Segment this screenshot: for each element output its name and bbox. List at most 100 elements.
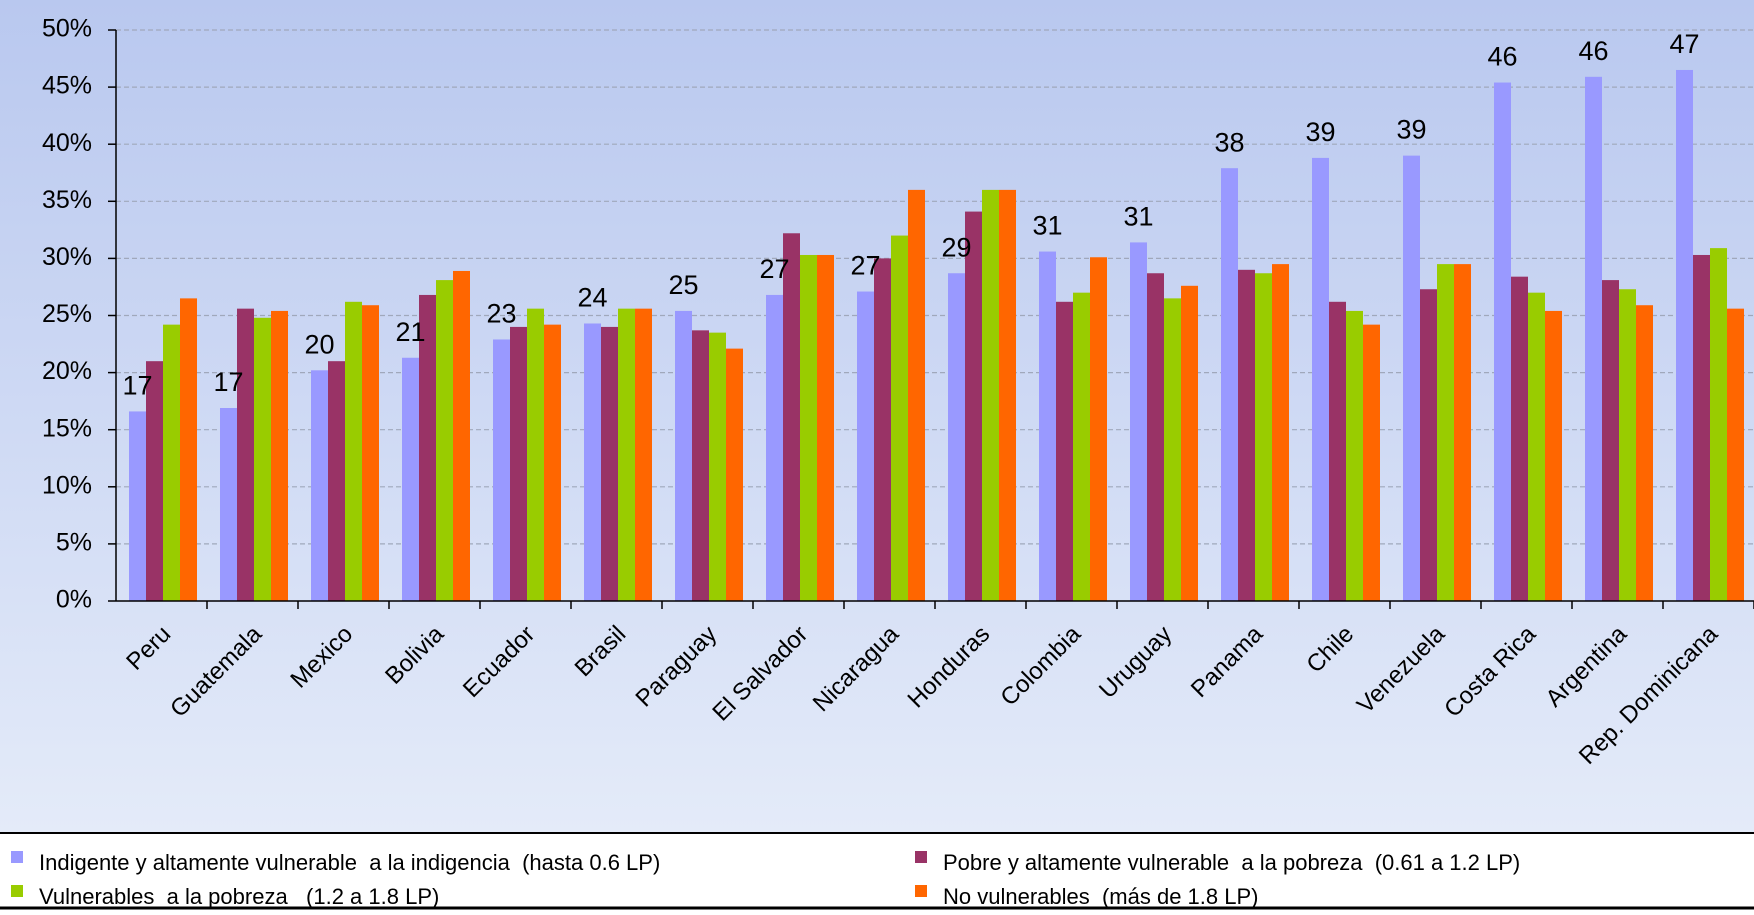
bar (948, 273, 965, 601)
bar (271, 310, 288, 601)
bar (1454, 264, 1471, 601)
data-label: 31 (1032, 211, 1062, 241)
legend-swatch (11, 885, 23, 897)
bar (311, 370, 328, 601)
bar (1130, 242, 1147, 602)
data-label: 17 (122, 371, 152, 401)
bar (1693, 254, 1710, 601)
data-label: 39 (1305, 117, 1335, 147)
bar (220, 408, 237, 601)
bar (1238, 269, 1255, 601)
bar (527, 308, 544, 601)
bar (1255, 273, 1272, 601)
legend-swatch (915, 851, 927, 863)
bar (402, 357, 419, 601)
bar (982, 189, 999, 601)
bar (1437, 264, 1454, 601)
bar (1181, 285, 1198, 601)
bar (1528, 292, 1545, 601)
bar (362, 305, 379, 601)
bar (1636, 305, 1653, 601)
data-label: 31 (1123, 202, 1153, 232)
y-tick-label: 45% (42, 72, 92, 100)
bar (783, 233, 800, 601)
y-tick-label: 40% (42, 129, 92, 157)
legend-swatch (11, 851, 23, 863)
bar (1676, 69, 1693, 602)
bar (237, 308, 254, 601)
y-tick-label: 20% (42, 357, 92, 385)
legend-label: Pobre y altamente vulnerable a la pobrez… (943, 850, 1520, 875)
bar (146, 361, 163, 601)
legend-label: Vulnerables a la pobreza (1.2 a 1.8 LP) (39, 884, 439, 909)
data-label: 23 (486, 299, 516, 329)
bar (493, 339, 510, 601)
y-tick-label: 15% (42, 414, 92, 442)
bar (601, 326, 618, 601)
bar (800, 254, 817, 601)
bar (1420, 289, 1437, 601)
bar (1585, 76, 1602, 601)
data-label: 27 (850, 251, 880, 281)
bar (1346, 310, 1363, 601)
y-tick-label: 50% (42, 15, 92, 43)
bar (419, 294, 436, 601)
y-tick-label: 10% (42, 471, 92, 499)
bar (1056, 301, 1073, 601)
bar (635, 308, 652, 601)
bar (1363, 324, 1380, 601)
bar (129, 411, 146, 601)
bar (1403, 155, 1420, 601)
data-label: 27 (759, 254, 789, 284)
legend-background (0, 833, 1754, 910)
bar (726, 348, 743, 601)
y-tick-label: 5% (56, 529, 92, 557)
bar (163, 324, 180, 601)
bar (766, 294, 783, 601)
bar (1494, 82, 1511, 602)
data-label: 46 (1578, 36, 1608, 66)
bar (1090, 257, 1107, 601)
bar (874, 258, 891, 601)
bar (965, 211, 982, 601)
bar (1221, 168, 1238, 601)
bar (1039, 251, 1056, 601)
bar (692, 330, 709, 601)
bar (675, 310, 692, 601)
bar (544, 324, 561, 601)
bar (857, 291, 874, 601)
bar (1329, 301, 1346, 601)
data-label: 20 (304, 329, 334, 359)
bar (1164, 298, 1181, 601)
y-tick-label: 25% (42, 300, 92, 328)
legend-label: Indigente y altamente vulnerable a la in… (39, 850, 660, 875)
bar (1710, 248, 1727, 601)
bar (1073, 292, 1090, 601)
bar (891, 235, 908, 601)
bar (1545, 310, 1562, 601)
data-label: 47 (1669, 29, 1699, 59)
bar (1272, 264, 1289, 601)
data-label: 17 (213, 367, 243, 397)
bar (618, 308, 635, 601)
bar (436, 280, 453, 601)
bar (1312, 157, 1329, 602)
bar (709, 332, 726, 601)
legend-label: No vulnerables (más de 1.8 LP) (943, 884, 1259, 909)
data-label: 24 (577, 283, 607, 313)
bar (1147, 273, 1164, 601)
y-tick-label: 0% (56, 586, 92, 614)
bar (254, 317, 271, 601)
y-tick-label: 30% (42, 243, 92, 271)
bar (817, 254, 834, 601)
y-tick-label: 35% (42, 186, 92, 214)
data-label: 38 (1214, 127, 1244, 157)
bar (345, 301, 362, 601)
bar (180, 298, 197, 601)
bar (999, 189, 1016, 601)
data-label: 46 (1487, 42, 1517, 72)
data-label: 39 (1396, 115, 1426, 145)
bar (584, 323, 601, 601)
bar (908, 189, 925, 601)
